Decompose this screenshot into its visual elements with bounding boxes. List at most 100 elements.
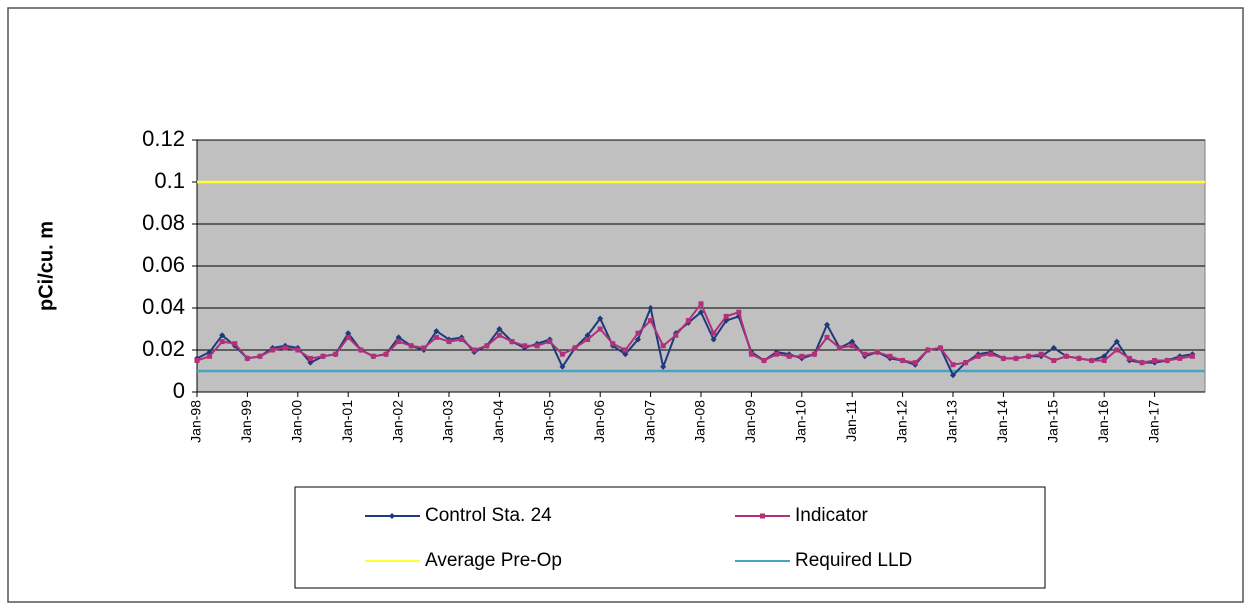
point <box>597 326 603 332</box>
x-tick-label: Jan-02 <box>389 400 405 443</box>
point <box>849 343 855 349</box>
point <box>963 360 969 366</box>
point <box>1038 351 1044 357</box>
point <box>509 339 515 345</box>
point <box>1050 344 1057 351</box>
point <box>1000 355 1006 361</box>
point <box>622 351 629 358</box>
point <box>698 301 704 307</box>
point <box>925 347 931 353</box>
point <box>307 359 314 366</box>
point <box>1051 358 1057 363</box>
point <box>219 339 225 345</box>
point <box>710 336 717 343</box>
x-tick-label: Jan-16 <box>1095 400 1111 443</box>
x-tick-label: Jan-99 <box>238 400 254 443</box>
point <box>257 353 263 359</box>
point <box>307 355 313 361</box>
point <box>584 332 591 339</box>
point <box>1139 360 1145 366</box>
point <box>446 339 452 345</box>
x-tick-label: Jan-11 <box>843 400 859 442</box>
point <box>585 337 591 342</box>
legend-label: Control Sta. 24 <box>425 505 552 526</box>
point <box>988 351 994 357</box>
point <box>295 347 301 353</box>
x-tick-label: Jan-12 <box>893 400 909 443</box>
point <box>824 321 830 328</box>
point <box>232 341 238 347</box>
point <box>1089 358 1095 363</box>
x-tick-label: Jan-15 <box>1045 400 1061 443</box>
point <box>244 355 250 361</box>
point <box>698 309 704 316</box>
x-tick-label: Jan-14 <box>994 400 1010 443</box>
point <box>471 347 477 353</box>
x-tick-label: Jan-98 <box>188 400 204 443</box>
point <box>711 330 717 336</box>
point <box>1101 358 1107 363</box>
point <box>345 334 351 340</box>
legend-label: Average Pre-Op <box>425 550 562 571</box>
y-tick-label: 0.02 <box>142 336 185 361</box>
y-tick-label: 0.12 <box>142 126 185 151</box>
x-tick-label: Jan-09 <box>742 400 758 443</box>
point <box>900 358 906 363</box>
point <box>396 339 402 345</box>
point <box>320 353 326 359</box>
point <box>194 358 200 363</box>
point <box>748 351 754 357</box>
point <box>685 318 691 324</box>
point <box>1126 355 1132 361</box>
x-tick-label: Jan-04 <box>490 400 506 443</box>
point <box>862 351 868 357</box>
legend-label: Required LLD <box>795 550 912 571</box>
point <box>950 362 956 368</box>
x-tick-label: Jan-01 <box>339 400 355 443</box>
point <box>559 351 565 357</box>
point <box>496 326 503 332</box>
point <box>1177 355 1183 361</box>
point <box>635 330 641 336</box>
y-tick-label: 0.06 <box>142 252 185 277</box>
point <box>433 328 440 335</box>
point <box>774 351 780 357</box>
point <box>358 347 364 353</box>
point <box>799 353 805 359</box>
point <box>572 345 578 351</box>
point <box>610 341 616 347</box>
point <box>395 334 402 341</box>
point <box>660 363 667 370</box>
x-tick-label: Jan-17 <box>1145 400 1161 443</box>
point <box>433 334 439 340</box>
point <box>1189 353 1195 359</box>
y-tick-label: 0 <box>173 378 185 403</box>
legend-marker <box>760 513 765 519</box>
point <box>849 338 856 345</box>
x-tick-label: Jan-03 <box>440 400 456 443</box>
y-axis-title: pCi/cu. m <box>35 221 57 311</box>
point <box>937 345 943 351</box>
x-tick-label: Jan-05 <box>541 400 557 443</box>
point <box>647 305 654 311</box>
point <box>333 351 339 357</box>
point <box>1076 355 1082 361</box>
point <box>761 358 767 363</box>
point <box>484 343 490 349</box>
point <box>1101 353 1108 360</box>
x-tick-label: Jan-00 <box>289 400 305 443</box>
point <box>496 332 502 338</box>
point <box>1114 347 1120 353</box>
x-tick-label: Jan-13 <box>944 400 960 443</box>
point <box>622 347 628 353</box>
point <box>345 330 352 337</box>
y-tick-label: 0.04 <box>142 294 185 319</box>
point <box>1026 353 1032 359</box>
point <box>673 332 679 338</box>
point <box>459 337 465 342</box>
legend-label: Indicator <box>795 505 869 526</box>
point <box>207 353 213 359</box>
point <box>660 343 666 349</box>
point <box>534 343 540 349</box>
point <box>559 363 566 370</box>
